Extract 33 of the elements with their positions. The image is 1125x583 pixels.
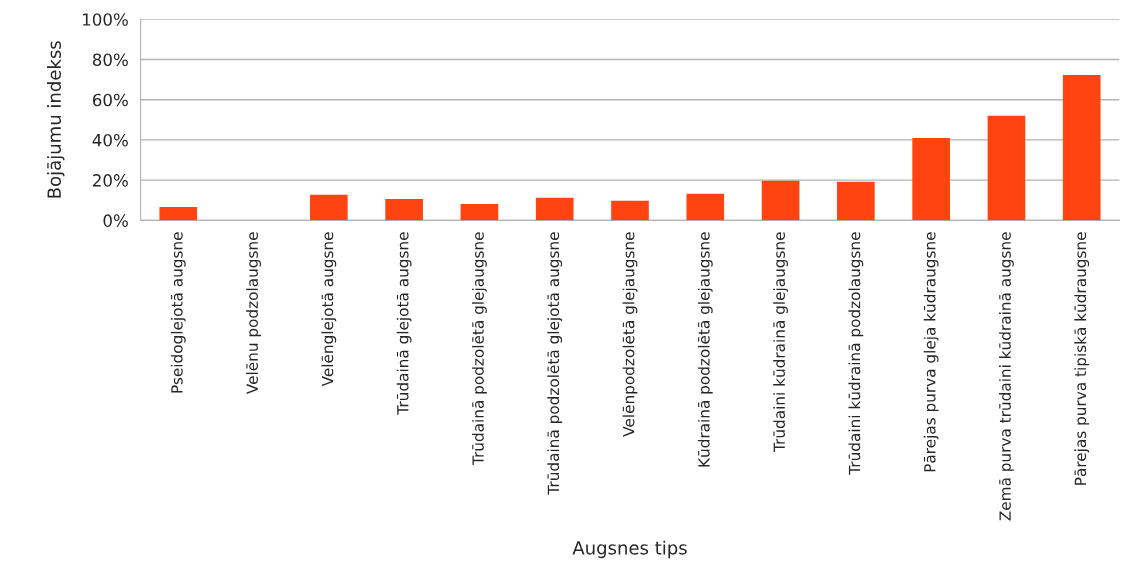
y-tick-label: 80% (92, 53, 128, 67)
bar (535, 197, 574, 221)
x-tick-label: Trūdainā podzolētā glejotā augsne (547, 232, 563, 495)
x-tick-label: Trūdainā podzolētā glejaugsne (472, 232, 487, 466)
x-tick-label: Velēnglejotā augsne (321, 232, 337, 387)
x-tick-label: Velēnu podzolaugsne (246, 232, 261, 395)
bar (385, 199, 423, 221)
y-tick-label: 100% (83, 13, 128, 26)
bar (460, 203, 499, 221)
x-tick-label: Pārejas purva tipiskā kūdraugsne (1074, 232, 1090, 485)
x-tick-label: Zemā purva trūdaini kūdrainā augsne (999, 232, 1014, 521)
bar (611, 200, 649, 221)
bar (310, 194, 348, 221)
bar (761, 180, 800, 221)
y-tick-label: 0% (103, 214, 128, 227)
x-axis-title: Augsnes tips (572, 540, 687, 559)
x-tick-label: Trūdaini kūdrainā podzolaugsne (848, 232, 864, 475)
y-axis-title: Bojājumu indekss (47, 41, 65, 198)
bar (1062, 74, 1101, 221)
x-tick-label: Trūdainā glejotā augsne (396, 232, 412, 415)
x-tick-label: Pseidoglejotā augsne (170, 232, 186, 393)
x-tick-label: Kūdrainā podzolētā glejaugsne (697, 232, 713, 467)
x-tick-label: Pārejas purva gleja kūdraugsne (923, 232, 939, 472)
y-tick-label: 20% (93, 174, 128, 187)
bar (912, 137, 950, 221)
y-tick-label: 40% (92, 133, 128, 147)
bar (686, 193, 725, 221)
bar (159, 207, 198, 221)
x-tick-label: Trūdaini kūdrainā glejaugsne (773, 232, 788, 453)
y-tick-label: 60% (92, 93, 128, 107)
x-tick-label: Velēnpodzolētā glejaugsne (622, 232, 638, 437)
bar (837, 181, 875, 221)
bar (987, 115, 1026, 221)
